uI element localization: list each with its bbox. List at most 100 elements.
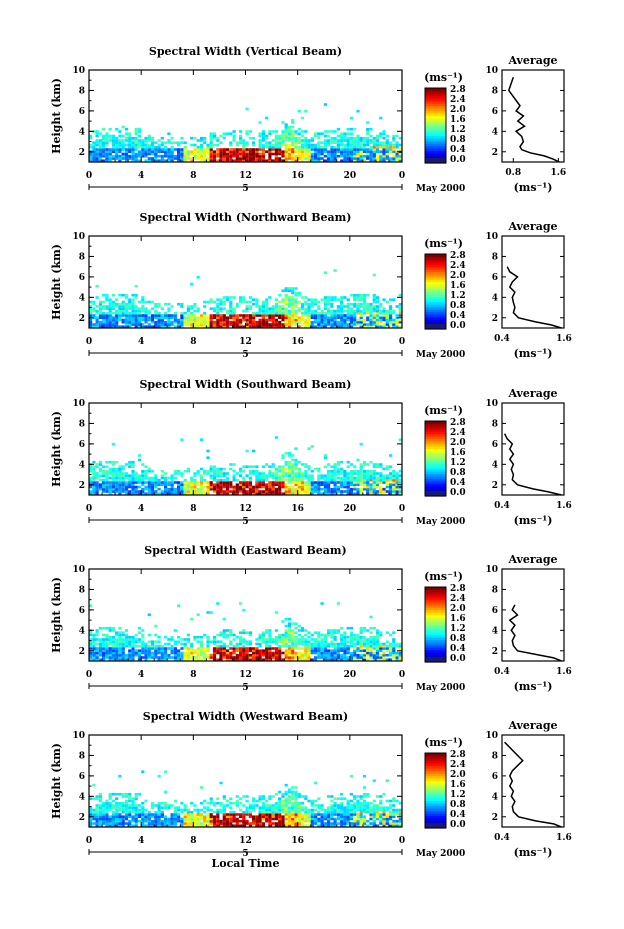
heatmap-cell bbox=[147, 150, 151, 153]
heatmap-cell bbox=[287, 638, 292, 641]
heatmap-cell bbox=[307, 159, 311, 162]
heatmap-cell bbox=[284, 293, 288, 297]
heatmap-cell bbox=[278, 490, 282, 493]
heatmap-cell bbox=[95, 143, 99, 147]
heatmap-cell bbox=[219, 316, 223, 319]
heatmap-cell bbox=[150, 647, 155, 650]
colorbar-swatch bbox=[425, 468, 446, 472]
heatmap-cell bbox=[255, 656, 259, 659]
heatmap-cell bbox=[271, 148, 275, 151]
heatmap-cell bbox=[261, 815, 265, 818]
heatmap-cell bbox=[398, 309, 402, 313]
heatmap-cell bbox=[304, 483, 308, 486]
heatmap-cell bbox=[111, 478, 115, 482]
heatmap-cell bbox=[398, 651, 402, 655]
heatmap-cell bbox=[157, 640, 161, 643]
heatmap-cell bbox=[154, 323, 158, 326]
heatmap-cell bbox=[369, 139, 373, 142]
heatmap-cell bbox=[102, 143, 106, 147]
heatmap-cell bbox=[369, 615, 373, 619]
heatmap-cell bbox=[183, 647, 187, 650]
heatmap-cell bbox=[95, 139, 99, 142]
heatmap-cell bbox=[375, 658, 380, 661]
heatmap-cell bbox=[95, 148, 99, 151]
heatmap-cell bbox=[89, 478, 93, 482]
heatmap-cell bbox=[92, 148, 96, 151]
heatmap-cell bbox=[359, 296, 363, 299]
heatmap-cell bbox=[105, 157, 109, 160]
heatmap-cell bbox=[320, 638, 324, 641]
heatmap-cell bbox=[170, 148, 174, 151]
heatmap-cell bbox=[154, 633, 158, 637]
colorbar-swatch bbox=[425, 259, 446, 263]
heatmap-cell bbox=[196, 651, 200, 655]
heatmap-cell bbox=[314, 658, 318, 661]
heatmap-cell bbox=[108, 642, 112, 646]
heatmap-cell bbox=[333, 647, 337, 650]
heatmap-cell bbox=[392, 642, 396, 646]
heatmap-cell bbox=[284, 631, 288, 634]
heatmap-cell bbox=[124, 640, 129, 643]
heatmap-cell bbox=[372, 316, 376, 319]
heatmap-cell bbox=[141, 642, 145, 646]
heatmap-cell bbox=[180, 483, 184, 486]
heatmap-cell bbox=[196, 150, 200, 153]
heatmap-cell bbox=[121, 478, 125, 482]
heatmap-cell bbox=[314, 318, 318, 322]
heatmap-cell bbox=[216, 651, 220, 655]
heatmap-cell bbox=[190, 483, 194, 486]
heatmap-cell bbox=[284, 157, 288, 160]
heatmap-cell bbox=[310, 316, 314, 319]
heatmap-cell bbox=[333, 642, 337, 646]
heatmap-cell bbox=[137, 638, 142, 641]
heatmap-cell bbox=[265, 159, 269, 162]
heatmap-cell bbox=[261, 318, 265, 322]
heatmap-cell bbox=[229, 307, 233, 310]
heatmap-cell bbox=[98, 819, 102, 823]
heatmap-cell bbox=[216, 647, 220, 650]
heatmap-cell bbox=[356, 139, 360, 142]
heatmap-cell bbox=[121, 481, 125, 484]
colorbar-swatch bbox=[425, 110, 446, 114]
heatmap-cell bbox=[304, 296, 308, 299]
heatmap-cell bbox=[118, 316, 122, 319]
colorbar-swatch bbox=[425, 135, 446, 139]
heatmap-cell bbox=[95, 629, 99, 632]
heatmap-cell bbox=[278, 481, 282, 484]
heatmap-cell bbox=[95, 141, 99, 144]
heatmap-cell bbox=[144, 487, 148, 491]
heatmap-cell bbox=[102, 656, 106, 659]
heatmap-cell bbox=[255, 481, 259, 484]
heatmap-cell bbox=[255, 653, 259, 657]
heatmap-cell bbox=[222, 136, 226, 140]
heatmap-cell bbox=[102, 152, 106, 156]
heatmap-cell bbox=[118, 318, 122, 322]
heatmap-cell bbox=[252, 653, 256, 657]
x-tick-label: 4 bbox=[138, 670, 144, 680]
heatmap-cell bbox=[118, 792, 122, 796]
heatmap-cell bbox=[134, 810, 138, 814]
heatmap-cell bbox=[284, 629, 288, 632]
heatmap-cell bbox=[199, 474, 204, 477]
heatmap-cell bbox=[274, 476, 278, 480]
heatmap-cell bbox=[131, 819, 135, 823]
heatmap-cell bbox=[105, 320, 109, 324]
heatmap-cell bbox=[362, 469, 367, 473]
colorbar-tick-label: 0.0 bbox=[450, 654, 466, 664]
colorbar-swatch bbox=[425, 90, 446, 94]
heatmap-cell bbox=[245, 152, 249, 156]
heatmap-cell bbox=[314, 485, 318, 489]
heatmap-cell bbox=[111, 150, 115, 153]
heatmap-cell bbox=[225, 485, 230, 489]
heatmap-cell bbox=[385, 145, 389, 149]
heatmap-cell bbox=[170, 490, 174, 493]
heatmap-cell bbox=[398, 469, 402, 473]
heatmap-cell bbox=[177, 154, 181, 158]
heatmap-cell bbox=[164, 487, 168, 491]
heatmap-cell bbox=[294, 642, 298, 646]
heatmap-cell bbox=[343, 132, 347, 135]
heatmap-cell bbox=[323, 148, 327, 151]
heatmap-cell bbox=[216, 143, 220, 147]
heatmap-cell bbox=[271, 143, 275, 147]
heatmap-cell bbox=[261, 640, 265, 643]
